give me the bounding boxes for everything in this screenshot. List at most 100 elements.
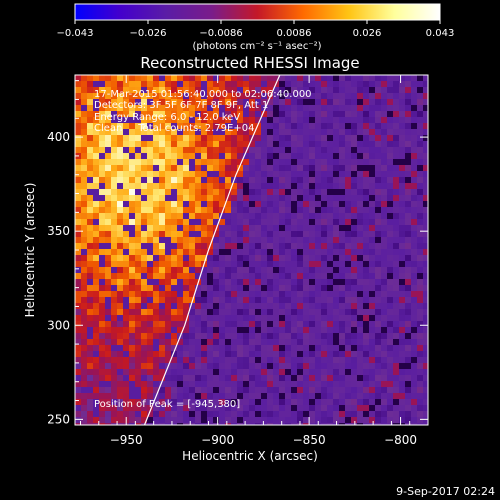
heatmap-cell — [207, 279, 213, 285]
heatmap-cell — [183, 201, 189, 207]
heatmap-cell — [363, 327, 369, 333]
heatmap-cell — [147, 357, 153, 363]
heatmap-cell — [333, 147, 339, 153]
heatmap-cell — [93, 75, 99, 81]
heatmap-cell — [231, 411, 237, 417]
heatmap-cell — [345, 237, 351, 243]
heatmap-cell — [399, 147, 405, 153]
heatmap-cell — [135, 141, 141, 147]
heatmap-cell — [249, 387, 255, 393]
heatmap-cell — [273, 291, 279, 297]
heatmap-cell — [387, 243, 393, 249]
heatmap-cell — [357, 393, 363, 399]
heatmap-cell — [315, 153, 321, 159]
heatmap-cell — [345, 399, 351, 405]
heatmap-cell — [291, 375, 297, 381]
heatmap-cell — [333, 249, 339, 255]
heatmap-cell — [297, 219, 303, 225]
heatmap-cell — [279, 129, 285, 135]
heatmap-cell — [207, 141, 213, 147]
heatmap-cell — [399, 213, 405, 219]
heatmap-cell — [165, 423, 171, 425]
heatmap-cell — [339, 177, 345, 183]
heatmap-cell — [273, 327, 279, 333]
heatmap-cell — [399, 279, 405, 285]
heatmap-cell — [321, 249, 327, 255]
heatmap-cell — [159, 129, 165, 135]
heatmap-cell — [393, 171, 399, 177]
heatmap-cell — [249, 321, 255, 327]
heatmap-cell — [171, 159, 177, 165]
heatmap-cell — [405, 399, 411, 405]
heatmap-cell — [159, 333, 165, 339]
heatmap-cell — [309, 381, 315, 387]
heatmap-cell — [333, 309, 339, 315]
heatmap-cell — [153, 321, 159, 327]
heatmap-cell — [273, 261, 279, 267]
heatmap-cell — [177, 417, 183, 423]
heatmap-cell — [255, 81, 261, 87]
heatmap-cell — [249, 249, 255, 255]
heatmap-cell — [255, 237, 261, 243]
heatmap-cell — [237, 267, 243, 273]
heatmap-cell — [153, 387, 159, 393]
heatmap-cell — [399, 417, 405, 423]
heatmap-cell — [147, 75, 153, 81]
heatmap-cell — [345, 147, 351, 153]
heatmap-cell — [123, 399, 129, 405]
heatmap-cell — [411, 117, 417, 123]
heatmap-cell — [279, 375, 285, 381]
heatmap-cell — [285, 183, 291, 189]
heatmap-cell — [333, 417, 339, 423]
heatmap-cell — [399, 99, 405, 105]
heatmap-cell — [81, 309, 87, 315]
heatmap-cell — [369, 351, 375, 357]
heatmap-cell — [297, 303, 303, 309]
heatmap-cell — [381, 411, 387, 417]
heatmap-cell — [183, 255, 189, 261]
heatmap-cell — [249, 87, 255, 93]
heatmap-cell — [261, 339, 267, 345]
heatmap-cell — [231, 135, 237, 141]
heatmap-cell — [219, 285, 225, 291]
heatmap-cell — [255, 273, 261, 279]
heatmap-cell — [105, 369, 111, 375]
heatmap-cell — [87, 159, 93, 165]
heatmap-cell — [333, 393, 339, 399]
heatmap-cell — [357, 243, 363, 249]
heatmap-cell — [423, 261, 428, 267]
heatmap-cell — [165, 303, 171, 309]
heatmap-cell — [315, 333, 321, 339]
heatmap-cell — [153, 405, 159, 411]
heatmap-cell — [141, 219, 147, 225]
heatmap-cell — [423, 147, 428, 153]
heatmap-cell — [117, 279, 123, 285]
heatmap-cell — [255, 213, 261, 219]
heatmap-cell — [207, 225, 213, 231]
heatmap-cell — [225, 303, 231, 309]
heatmap-cell — [195, 135, 201, 141]
heatmap-cell — [153, 195, 159, 201]
heatmap-cell — [189, 375, 195, 381]
heatmap-cell — [195, 297, 201, 303]
heatmap-cell — [321, 387, 327, 393]
heatmap-cell — [111, 393, 117, 399]
heatmap-cell — [135, 333, 141, 339]
heatmap-cell — [279, 135, 285, 141]
heatmap-cell — [399, 351, 405, 357]
heatmap-cell — [171, 201, 177, 207]
heatmap-cell — [165, 87, 171, 93]
heatmap-cell — [93, 315, 99, 321]
heatmap-cell — [375, 261, 381, 267]
heatmap-cell — [303, 237, 309, 243]
heatmap-cell — [213, 189, 219, 195]
heatmap-cell — [141, 147, 147, 153]
heatmap-cell — [237, 345, 243, 351]
heatmap-cell — [237, 153, 243, 159]
heatmap-cell — [369, 183, 375, 189]
heatmap-cell — [195, 141, 201, 147]
heatmap-cell — [147, 177, 153, 183]
heatmap-cell — [339, 153, 345, 159]
heatmap-cell — [141, 129, 147, 135]
heatmap-cell — [87, 177, 93, 183]
